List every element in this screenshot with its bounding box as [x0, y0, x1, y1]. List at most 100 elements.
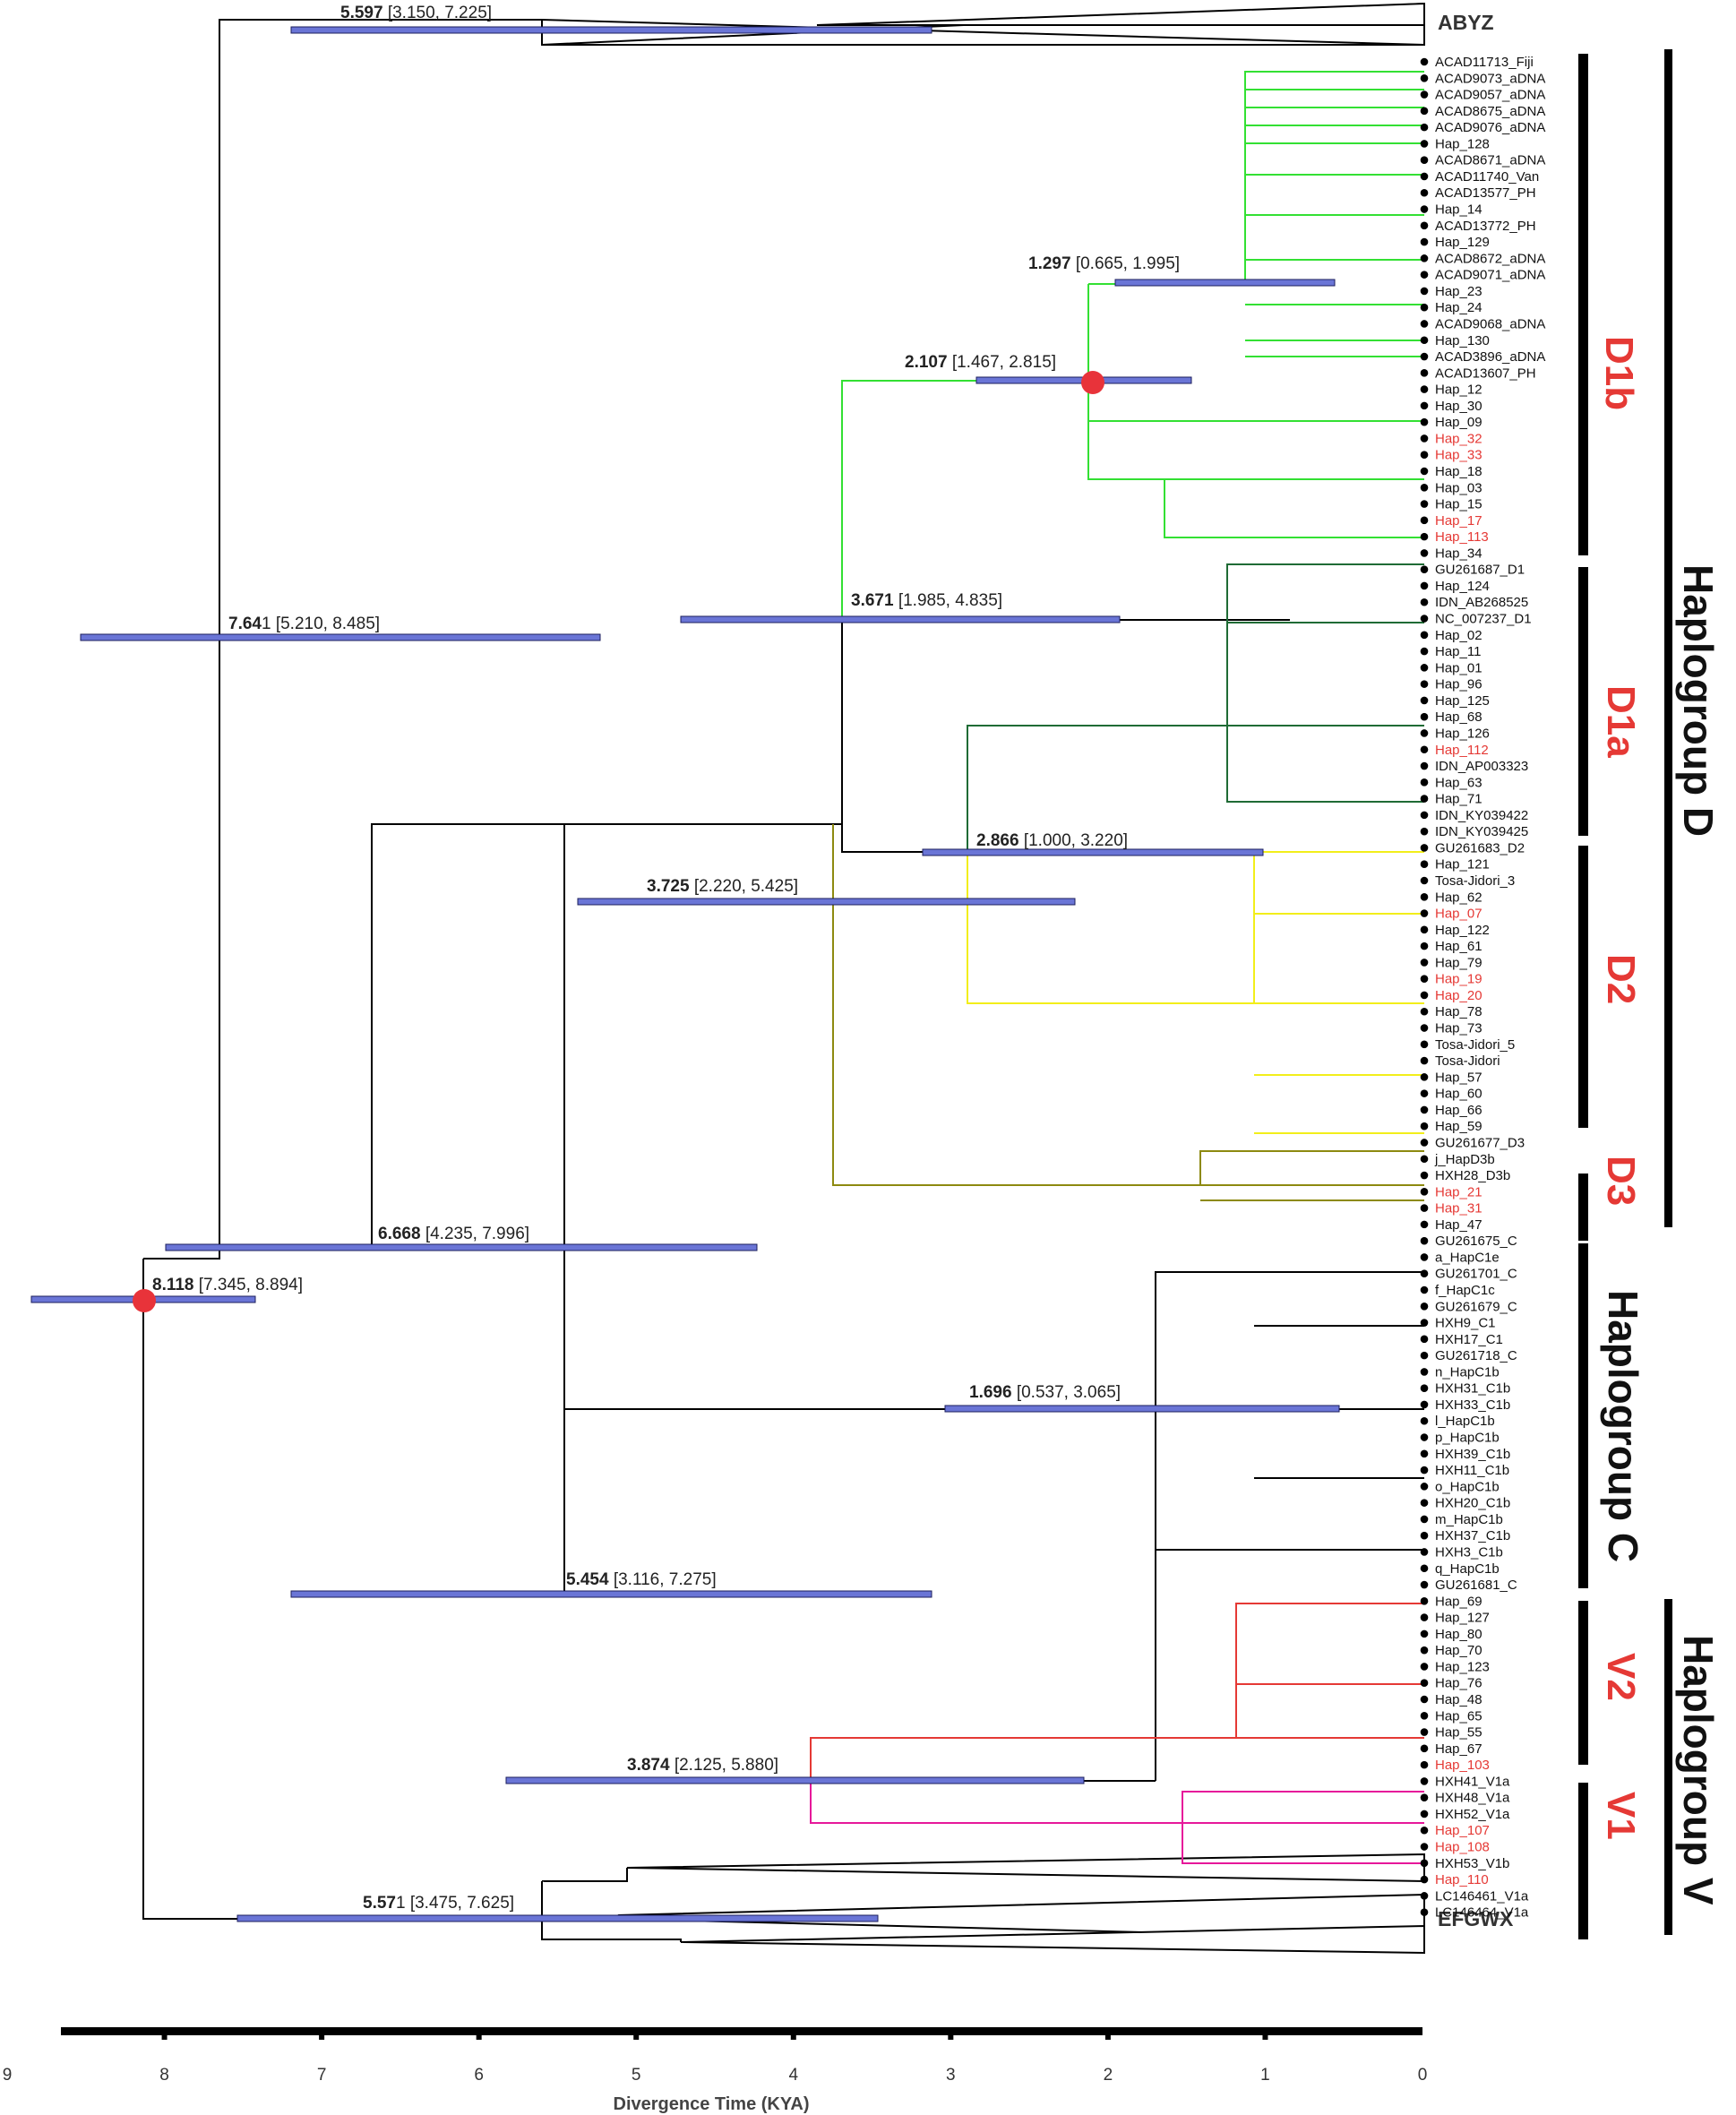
tip-label: Hap_79 — [1435, 955, 1482, 970]
node-dot-d1b — [1081, 371, 1104, 394]
tip-dot — [1420, 1679, 1429, 1688]
tip-dot — [1420, 1744, 1429, 1753]
tip-dot — [1420, 254, 1429, 262]
tip-label: a_HapC1e — [1435, 1250, 1500, 1265]
hpd-bar-d1 — [680, 615, 1121, 623]
tip-dot — [1420, 1416, 1429, 1425]
tip-label: Hap_96 — [1435, 677, 1482, 692]
axis-tick-mark — [161, 2027, 168, 2040]
tip-label: Hap_73 — [1435, 1021, 1482, 1036]
clade-bar-v1 — [1578, 1783, 1588, 1939]
haplogroup-label-v: Haplogroup V — [1675, 1635, 1722, 1905]
tip-dot — [1420, 696, 1429, 705]
tip-dot — [1420, 1728, 1429, 1736]
tip-dot — [1420, 892, 1429, 901]
clade-bar-v2 — [1578, 1601, 1588, 1765]
tip-dot — [1420, 598, 1429, 606]
tip-label: HXH17_C1 — [1435, 1332, 1503, 1347]
tip-label: GU261687_D1 — [1435, 563, 1525, 578]
clade-bar-d2 — [1578, 846, 1588, 1128]
tip-dot — [1420, 795, 1429, 803]
v2-branches — [810, 1603, 1424, 1781]
tip-dot — [1420, 1335, 1429, 1344]
tip-label: HXH53_V1b — [1435, 1856, 1509, 1871]
tip-label: Hap_24 — [1435, 300, 1482, 315]
tip-dot — [1420, 1302, 1429, 1311]
tip-label: Hap_67 — [1435, 1741, 1482, 1757]
tip-dot — [1420, 336, 1429, 345]
node-label-mid: 6.668 [4.235, 7.996] — [378, 1225, 529, 1243]
node-label-efgwx: 5.571 [3.475, 7.625] — [363, 1894, 514, 1913]
tip-label: Hap_55 — [1435, 1725, 1482, 1741]
tip-label: f_HapC1c — [1435, 1283, 1495, 1298]
hpd-bar-cv — [290, 1590, 932, 1598]
tip-dot — [1420, 1007, 1429, 1016]
haplogroup-label-d: Haplogroup D — [1675, 564, 1722, 837]
axis-line — [61, 2027, 1422, 2035]
node-label-v: 3.874 [2.125, 5.880] — [627, 1756, 778, 1775]
node-label-d: 3.725 [2.220, 5.425] — [647, 877, 798, 896]
tip-label: Hap_30 — [1435, 399, 1482, 414]
tip-dot — [1420, 991, 1429, 1000]
hpd-bar-d1a-d2 — [922, 848, 1264, 856]
tip-label: ACAD11740_Van — [1435, 169, 1539, 185]
tip-dot — [1420, 1122, 1429, 1131]
collapsed-label-efgwx: EFGWX — [1438, 1907, 1514, 1930]
tip-label: Hap_20 — [1435, 988, 1482, 1003]
tip-label: Hap_71 — [1435, 792, 1482, 807]
tip-label: ACAD8675_aDNA — [1435, 104, 1545, 119]
tip-dot — [1420, 205, 1429, 213]
tip-label: Hap_66 — [1435, 1103, 1482, 1118]
tip-dot — [1420, 1531, 1429, 1540]
tip-dot — [1420, 761, 1429, 770]
tip-label: HXH37_C1b — [1435, 1528, 1510, 1543]
tip-dot — [1420, 1253, 1429, 1261]
tip-dot — [1420, 549, 1429, 557]
tip-dot — [1420, 1024, 1429, 1032]
tip-label: Tosa-Jidori_3 — [1435, 873, 1515, 889]
tip-dot — [1420, 876, 1429, 885]
tip-label: Hap_17 — [1435, 513, 1482, 529]
tip-dot — [1420, 1351, 1429, 1360]
tip-label: Hap_121 — [1435, 857, 1490, 873]
tip-label: Tosa-Jidori_5 — [1435, 1037, 1515, 1053]
tip-label: ACAD13772_PH — [1435, 219, 1536, 234]
tip-dot — [1420, 123, 1429, 132]
backbone-branches — [142, 19, 1290, 1920]
tip-dot — [1420, 1711, 1429, 1720]
tip-dot — [1420, 664, 1429, 672]
tip-dot — [1420, 369, 1429, 377]
tip-label: GU261683_D2 — [1435, 840, 1525, 855]
d2-branches — [967, 851, 1424, 1134]
tip-dot — [1420, 1580, 1429, 1589]
node-dot-root — [133, 1289, 156, 1312]
tip-label: HXH52_V1a — [1435, 1807, 1510, 1822]
tip-dot — [1420, 909, 1429, 917]
tip-label: HXH20_C1b — [1435, 1496, 1510, 1511]
tip-label: n_HapC1b — [1435, 1364, 1500, 1380]
tip-label: Hap_130 — [1435, 333, 1490, 348]
tip-label: GU261701_C — [1435, 1267, 1517, 1282]
tip-label: GU261681_C — [1435, 1578, 1517, 1593]
tip-dot — [1420, 581, 1429, 590]
tip-label: GU261718_C — [1435, 1348, 1517, 1363]
tip-dot — [1420, 1400, 1429, 1409]
tip-dot — [1420, 188, 1429, 197]
tip-label: Hap_80 — [1435, 1627, 1482, 1642]
tip-label: Hap_15 — [1435, 497, 1482, 512]
tip-label: Hap_32 — [1435, 431, 1482, 446]
tip-label: ACAD11713_Fiji — [1435, 55, 1534, 70]
tip-dot — [1420, 1139, 1429, 1147]
node-label-d1b: 2.107 [1.467, 2.815] — [905, 353, 1056, 372]
tip-label: Hap_34 — [1435, 546, 1482, 561]
tip-dot — [1420, 1073, 1429, 1081]
tip-label: j_HapD3b — [1434, 1152, 1495, 1167]
tip-label: ACAD13577_PH — [1435, 185, 1536, 201]
tip-label: Hap_11 — [1435, 644, 1481, 659]
hpd-bar-upper — [80, 633, 601, 641]
tip-label: o_HapC1b — [1435, 1479, 1500, 1494]
tip-label: Hap_23 — [1435, 284, 1482, 299]
tip-dot — [1420, 532, 1429, 541]
tip-label: Hap_68 — [1435, 709, 1482, 725]
tip-label: Hap_107 — [1435, 1823, 1490, 1838]
